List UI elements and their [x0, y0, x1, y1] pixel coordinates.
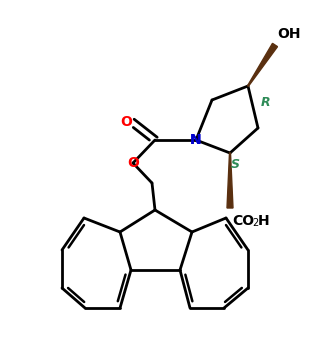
Text: H: H — [258, 214, 270, 228]
Text: O: O — [127, 156, 139, 170]
Text: N: N — [190, 133, 202, 147]
Polygon shape — [227, 153, 233, 208]
Text: OH: OH — [277, 27, 300, 41]
Text: N: N — [190, 133, 202, 147]
Text: CO: CO — [232, 214, 254, 228]
Text: O: O — [120, 115, 132, 129]
Text: R: R — [261, 95, 271, 108]
Text: S: S — [230, 159, 240, 172]
Text: 2: 2 — [252, 218, 258, 228]
Polygon shape — [248, 43, 277, 86]
